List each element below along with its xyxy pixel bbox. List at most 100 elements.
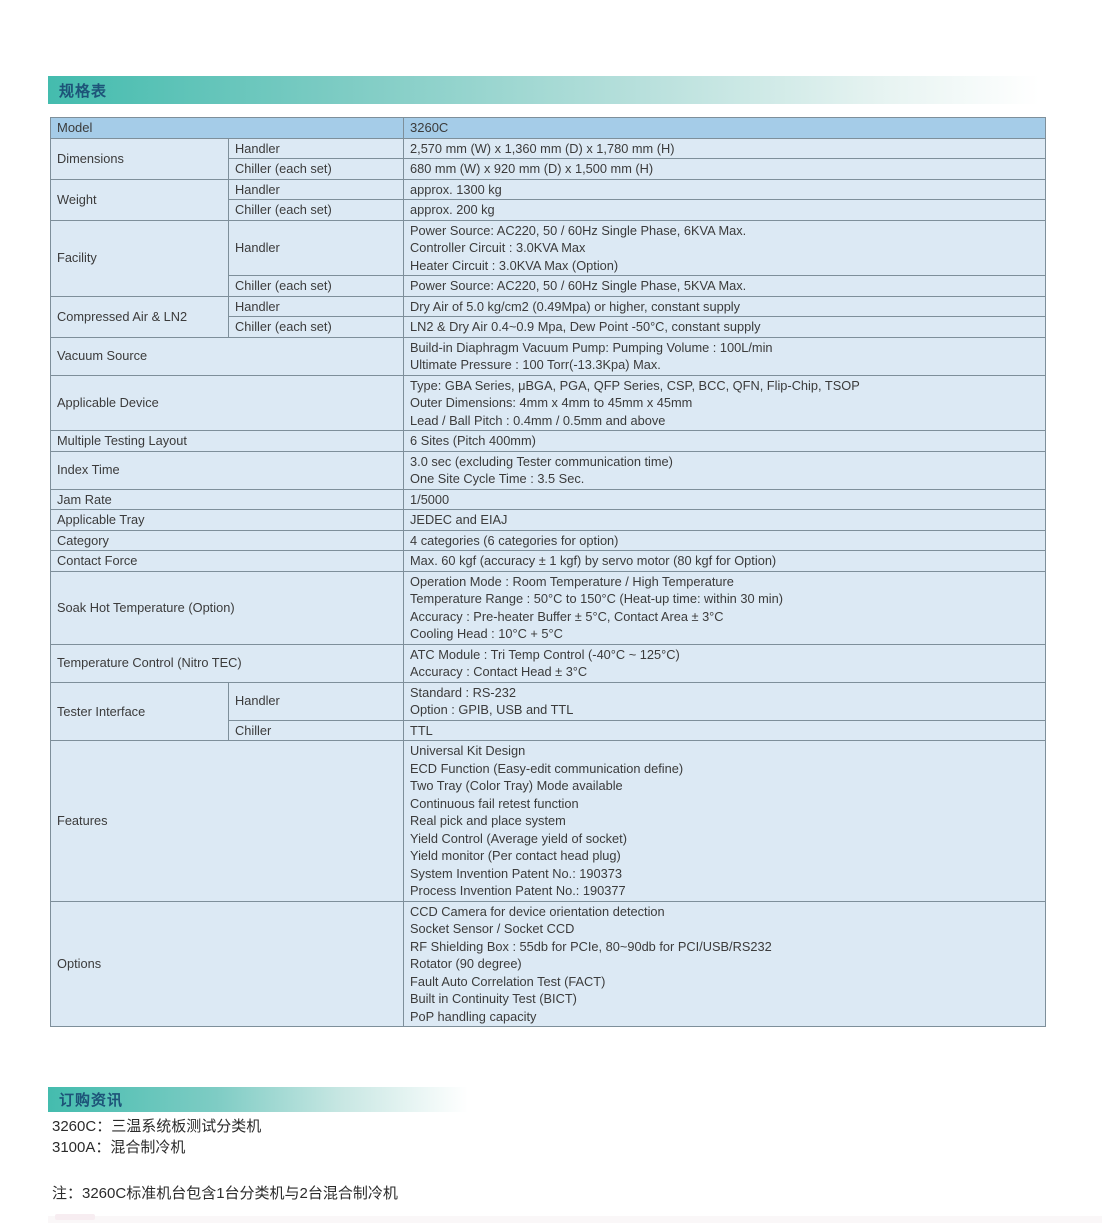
spec-line: Socket Sensor / Socket CCD	[410, 921, 575, 936]
spec-line: Ultimate Pressure : 100 Torr(-13.3Kpa) M…	[410, 357, 661, 372]
table-row: Weight Handler approx. 1300 kg	[50, 178, 1046, 221]
bottom-divider-bar	[48, 1216, 1102, 1223]
spec-sublabel-cell: Handler	[227, 681, 405, 721]
table-row: Soak Hot Temperature (Option) Operation M…	[49, 570, 1046, 645]
spec-line: Controller Circuit : 3.0KVA Max	[410, 240, 586, 255]
spec-line: Continuous fail retest function	[410, 795, 579, 811]
spec-line: 2,570 mm (W) x 1,360 mm (D) x 1,780 mm (…	[410, 140, 675, 156]
spec-value-cell: approx. 200 kg	[403, 199, 1046, 221]
spec-label-cell: Multiple Testing Layout	[49, 430, 405, 452]
spec-sublabel-cell: Handler	[227, 295, 405, 317]
spec-label-cell: Contact Force	[49, 550, 405, 572]
spec-label-cell: Options	[49, 900, 405, 1027]
spec-value-cell: Standard : RS-232 Option : GPIB, USB and …	[403, 681, 1046, 721]
spec-line: Standard : RS-232	[410, 684, 517, 700]
spec-value-cell: Universal Kit Design ECD Function (Easy-e…	[403, 740, 1046, 902]
spec-label-cell: Vacuum Source	[49, 336, 405, 376]
spec-line: 1/5000	[410, 491, 450, 507]
spec-value-cell: 6 Sites (Pitch 400mm)	[403, 430, 1046, 452]
spec-value-cell: Power Source: AC220, 50 / 60Hz Single Ph…	[403, 275, 1046, 297]
spec-line: ATC Module : Tri Temp Control (-40°C ~ 1…	[410, 646, 680, 662]
spec-value-cell: Power Source: AC220, 50 / 60Hz Single Ph…	[403, 219, 1046, 276]
spec-line: One Site Cycle Time : 3.5 Sec.	[410, 471, 585, 486]
spec-line: LN2 & Dry Air 0.4~0.9 Mpa, Dew Point -50…	[410, 319, 761, 334]
spec-label-cell: Weight	[50, 178, 229, 221]
spec-line: Lead / Ball Pitch : 0.4mm / 0.5mm and ab…	[410, 412, 666, 428]
ordering-note: 注：3260C标准机台包含1台分类机与2台混合制冷机	[52, 1185, 398, 1202]
spec-value-cell: approx. 1300 kg	[403, 178, 1046, 200]
spec-line: Built in Continuity Test (BICT)	[410, 991, 577, 1006]
spec-line: Max. 60 kgf (accuracy ± 1 kgf) by servo …	[410, 553, 777, 568]
spec-line: Accuracy : Pre-heater Buffer ± 5°C, Cont…	[410, 608, 724, 624]
ordering-line: 3260C：三温系统板测试分类机	[52, 1118, 262, 1135]
table-row: Compressed Air & LN2 Handler Dry Air of 5.…	[50, 295, 1046, 338]
spec-value-cell: CCD Camera for device orientation detect…	[403, 900, 1046, 1027]
spec-label-cell: Facility	[50, 219, 229, 297]
spec-label-cell: Applicable Tray	[49, 509, 405, 531]
spec-line: Dry Air of 5.0 kg/cm2 (0.49Mpa) or highe…	[410, 298, 741, 314]
spec-value-cell: TTL	[403, 719, 1046, 741]
spec-value-cell: 2,570 mm (W) x 1,360 mm (D) x 1,780 mm (…	[403, 137, 1046, 159]
spec-label-cell: Compressed Air & LN2	[50, 295, 229, 338]
table-row: Index Time 3.0 sec (excluding Tester comm…	[49, 450, 1046, 490]
ordering-line: 3100A：混合制冷机	[52, 1139, 186, 1156]
order-section-header: 订购资讯	[48, 1087, 468, 1112]
table-row: Tester Interface Handler Standard : RS-232…	[50, 681, 1046, 741]
spec-sublabel-cell: Handler	[227, 137, 405, 159]
spec-sublabel-cell: Chiller	[227, 719, 405, 741]
table-row: Facility Handler Power Source: AC220, 50 /…	[50, 219, 1046, 297]
spec-value-cell: 4 categories (6 categories for option)	[403, 529, 1046, 551]
table-row: Category 4 categories (6 categories for o…	[49, 529, 1046, 551]
spec-line: Heater Circuit : 3.0KVA Max (Option)	[410, 257, 619, 273]
spec-value-cell: Operation Mode : Room Temperature / High…	[403, 570, 1046, 645]
spec-line: System Invention Patent No.: 190373	[410, 865, 623, 881]
spec-line: RF Shielding Box : 55db for PCIe, 80~90d…	[410, 938, 772, 954]
spec-section-title: 规格表	[59, 82, 108, 100]
spec-line: 680 mm (W) x 920 mm (D) x 1,500 mm (H)	[410, 161, 654, 176]
spec-line: ECD Function (Easy-edit communication de…	[410, 760, 684, 776]
table-row: Chiller TTL	[51, 719, 1046, 741]
table-row: Jam Rate 1/5000	[49, 488, 1046, 510]
spec-sublabel-cell: Chiller (each set)	[227, 316, 405, 338]
spec-label-cell: Features	[49, 740, 405, 902]
table-row: Contact Force Max. 60 kgf (accuracy ± 1 k…	[49, 550, 1046, 572]
spec-line: CCD Camera for device orientation detect…	[410, 903, 665, 919]
table-row: Chiller (each set) 680 mm (W) x 920 mm (D…	[51, 158, 1046, 180]
spec-line: Power Source: AC220, 50 / 60Hz Single Ph…	[410, 278, 747, 293]
spec-value-cell: Type: GBA Series, μBGA, PGA, QFP Series,…	[403, 374, 1046, 431]
spec-line: Process Invention Patent No.: 190377	[410, 883, 626, 898]
spec-value-cell: JEDEC and EIAJ	[403, 509, 1046, 531]
spec-line: Accuracy : Contact Head ± 3°C	[410, 664, 588, 679]
spec-line: Universal Kit Design	[410, 743, 526, 758]
spec-value-cell: ATC Module : Tri Temp Control (-40°C ~ 1…	[403, 643, 1046, 683]
spec-line: Yield Control (Average yield of socket)	[410, 830, 627, 846]
model-header-value: 3260C	[403, 117, 1046, 139]
spec-label-cell: Jam Rate	[49, 488, 405, 510]
table-row: Vacuum Source Build-in Diaphragm Vacuum P…	[49, 336, 1046, 376]
spec-label-cell: Dimensions	[50, 137, 229, 180]
model-header-label: Model	[49, 117, 405, 139]
spec-line: 4 categories (6 categories for option)	[410, 532, 619, 548]
table-row: Temperature Control (Nitro TEC) ATC Modul…	[49, 643, 1046, 683]
spec-line: Option : GPIB, USB and TTL	[410, 702, 574, 717]
spec-line: 3.0 sec (excluding Tester communication …	[410, 453, 673, 469]
spec-line: Two Tray (Color Tray) Mode available	[410, 778, 623, 793]
spec-line: Rotator (90 degree)	[410, 956, 522, 971]
spec-line: PoP handling capacity	[410, 1008, 537, 1024]
spec-label-cell: Applicable Device	[49, 374, 405, 431]
ordering-info: 3260C：三温系统板测试分类机 3100A：混合制冷机	[52, 1116, 261, 1158]
table-row: Applicable Tray JEDEC and EIAJ	[49, 509, 1046, 531]
spec-value-cell: Build-in Diaphragm Vacuum Pump: Pumping …	[403, 336, 1046, 376]
table-row: Applicable Device Type: GBA Series, μBGA,…	[49, 374, 1046, 431]
table-row: Dimensions Handler 2,570 mm (W) x 1,360 mm…	[50, 137, 1046, 180]
spec-sublabel-cell: Handler	[227, 219, 405, 276]
spec-line: Outer Dimensions: 4mm x 4mm to 45mm x 45…	[410, 395, 693, 410]
table-row: Chiller (each set) Power Source: AC220, 5…	[51, 275, 1046, 297]
spec-line: Build-in Diaphragm Vacuum Pump: Pumping …	[410, 339, 773, 355]
spec-line: Type: GBA Series, μBGA, PGA, QFP Series,…	[410, 377, 860, 393]
spec-table: Model 3260C Dimensions Handler 2,570 mm (W…	[49, 117, 1046, 1027]
spec-line: approx. 1300 kg	[410, 181, 502, 197]
spec-sublabel-cell: Chiller (each set)	[227, 275, 405, 297]
table-row: Features Universal Kit Design ECD Function…	[49, 740, 1046, 902]
spec-line: Cooling Head : 10°C + 5°C	[410, 626, 563, 641]
